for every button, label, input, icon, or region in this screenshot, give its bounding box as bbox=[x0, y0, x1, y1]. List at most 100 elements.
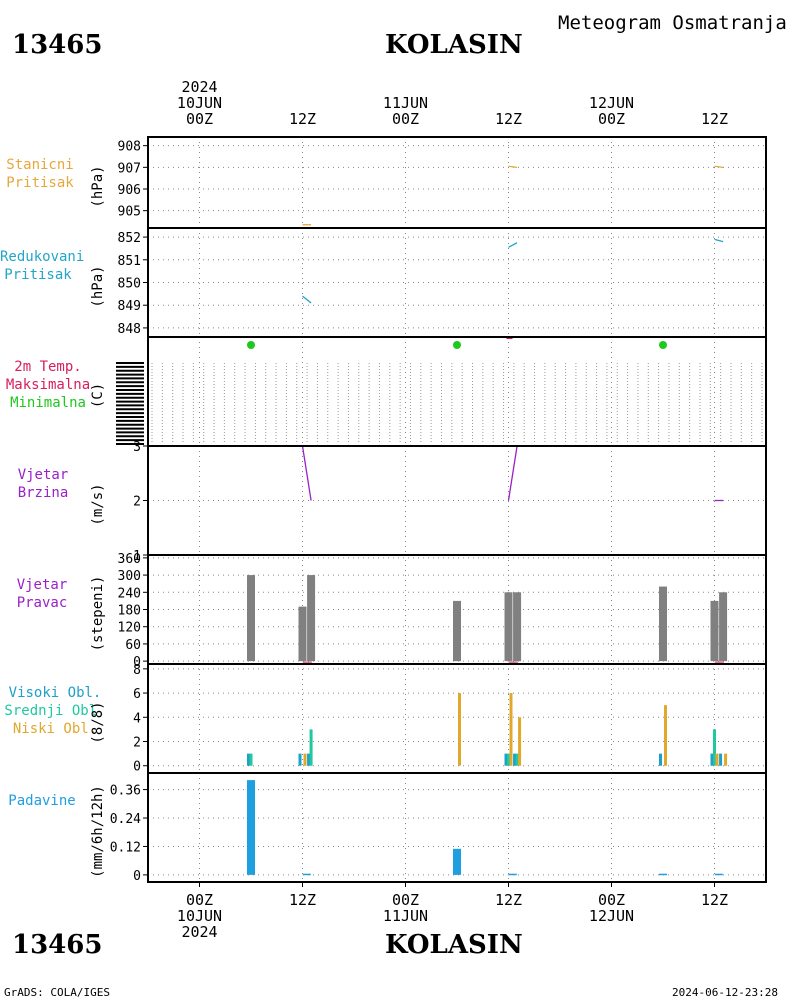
cloud-bar bbox=[249, 753, 253, 766]
time-label-hour: 12Z bbox=[700, 110, 729, 128]
precipitation-bar bbox=[508, 873, 517, 876]
y-tick-label: 0.36 bbox=[110, 784, 141, 799]
y-tick-label: 8 bbox=[133, 663, 141, 678]
time-label-day: 11JUN bbox=[382, 907, 429, 925]
panel-frame bbox=[147, 136, 767, 229]
precipitation-bar bbox=[247, 780, 255, 875]
time-label-hour: 12Z bbox=[700, 891, 729, 909]
precipitation-bar bbox=[453, 848, 461, 875]
cloud-bar bbox=[247, 753, 250, 766]
footer-timestamp: 2024-06-12-23:28 bbox=[672, 986, 778, 999]
time-label-hour: 00Z bbox=[185, 891, 214, 909]
time-label-day: 12JUN bbox=[588, 94, 635, 112]
station-id-bottom: 13465 bbox=[12, 930, 103, 960]
cloud-bar bbox=[504, 753, 508, 766]
y-tick-label: 300 bbox=[118, 569, 141, 584]
cloud-bar bbox=[715, 753, 719, 766]
y-tick-label: 0 bbox=[133, 655, 141, 670]
y-tick-label: 180 bbox=[118, 604, 141, 619]
label-temperature-line3: Minimalna bbox=[10, 395, 86, 411]
time-label-day: 10JUN bbox=[176, 94, 223, 112]
y-tick-label: 0 bbox=[133, 760, 141, 775]
temp-min-point bbox=[453, 341, 461, 349]
y-tick-label: 0 bbox=[133, 869, 141, 884]
y-tick-label: 1 bbox=[133, 549, 141, 564]
y-axis-unit: (C) bbox=[90, 383, 106, 408]
reduced_pressure-segment bbox=[508, 242, 518, 248]
label-wind-speed-line1: Vjetar bbox=[17, 467, 69, 483]
time-label-day: 11JUN bbox=[382, 94, 429, 112]
label-wind-speed-line2: Brzina bbox=[17, 485, 69, 501]
wind_speed-segment bbox=[507, 445, 518, 501]
time-label-hour: 00Z bbox=[185, 110, 214, 128]
time-label-hour: 00Z bbox=[597, 110, 626, 128]
y-tick-label: 120 bbox=[118, 621, 141, 636]
cloud-bar bbox=[713, 729, 716, 766]
label-wind-direction-line1: Vjetar bbox=[16, 577, 68, 593]
time-label-hour: 00Z bbox=[597, 891, 626, 909]
panel-frame bbox=[147, 336, 767, 447]
y-tick-label: 852 bbox=[118, 231, 141, 246]
footer-credit: GrADS: COLA/IGES bbox=[4, 986, 110, 999]
y-tick-label: 0.24 bbox=[110, 812, 141, 827]
cloud-bar bbox=[724, 753, 728, 766]
label-temperature-line2: Maksimalna bbox=[5, 377, 91, 393]
wind_direction-bar bbox=[513, 592, 522, 662]
label-wind-direction: Vjetar Pravac bbox=[0, 576, 84, 612]
station-id-top: 13465 bbox=[12, 30, 103, 60]
cloud-bar bbox=[309, 729, 313, 766]
label-station-pressure-line2: Pritisak bbox=[6, 175, 74, 191]
label-clouds-mid: Srednji Obl. bbox=[4, 703, 106, 719]
time-label-hour: 00Z bbox=[391, 110, 420, 128]
cloud-bar bbox=[664, 705, 667, 766]
time-label-day: 12JUN bbox=[588, 907, 635, 925]
temp-min-point bbox=[247, 341, 255, 349]
label-clouds: Visoki Obl. Srednji Obl. Niski Obl. bbox=[0, 684, 110, 738]
y-axis-unit: (8/8) bbox=[90, 701, 106, 743]
y-axis-unit: (mm/6h/12h) bbox=[90, 785, 106, 878]
label-reduced-pressure-line1: Redukovani bbox=[0, 249, 85, 265]
time-label-hour: 12Z bbox=[288, 891, 317, 909]
wind_direction-bar bbox=[719, 592, 728, 662]
cloud-bar bbox=[518, 717, 522, 766]
y-tick-label: 240 bbox=[118, 586, 141, 601]
cloud-bar bbox=[710, 753, 714, 766]
time-label-hour: 12Z bbox=[494, 110, 523, 128]
wind_direction-bar bbox=[453, 600, 461, 662]
cloud-bar bbox=[513, 753, 517, 766]
cloud-bar bbox=[303, 753, 307, 766]
temp-min-point bbox=[659, 341, 667, 349]
y-tick-label: 4 bbox=[133, 711, 141, 726]
cloud-bar bbox=[509, 693, 513, 766]
y-tick-label: 850 bbox=[118, 277, 141, 292]
label-temperature-line1: 2m Temp. bbox=[14, 359, 82, 375]
label-reduced-pressure-line2: Pritisak bbox=[4, 267, 72, 283]
label-wind-direction-line2: Pravac bbox=[16, 595, 68, 611]
precipitation-bar bbox=[659, 873, 667, 876]
y-tick-label: 851 bbox=[118, 254, 141, 269]
cloud-bar bbox=[458, 693, 461, 766]
station_pressure-segment bbox=[714, 165, 724, 168]
time-label-day: 10JUN bbox=[176, 907, 223, 925]
wind_direction-bar bbox=[710, 600, 719, 662]
y-tick-label: 6 bbox=[133, 687, 141, 702]
station-name-top: KOLASIN bbox=[385, 30, 523, 60]
y-tick-label: 0.12 bbox=[110, 840, 141, 855]
y-tick-label: 848 bbox=[118, 322, 141, 337]
time-label-hour: 12Z bbox=[288, 110, 317, 128]
cloud-bar bbox=[515, 753, 519, 766]
y-tick-label: 60 bbox=[125, 638, 141, 653]
cloud-bar bbox=[298, 753, 302, 766]
y-tick-label: 849 bbox=[118, 299, 141, 314]
y-tick-label: 907 bbox=[118, 161, 141, 176]
label-precipitation: Padavine bbox=[0, 792, 84, 810]
y-tick-label: 3 bbox=[133, 440, 141, 455]
label-station-pressure-line1: Stanicni bbox=[6, 157, 74, 173]
y-tick-label: 905 bbox=[118, 205, 141, 220]
time-label-hour: 12Z bbox=[494, 891, 523, 909]
time-label-hour: 00Z bbox=[391, 891, 420, 909]
panel-frame bbox=[147, 663, 767, 774]
precipitation-bar bbox=[714, 873, 723, 876]
label-precipitation-line1: Padavine bbox=[8, 793, 76, 809]
y-tick-label: 908 bbox=[118, 140, 141, 155]
